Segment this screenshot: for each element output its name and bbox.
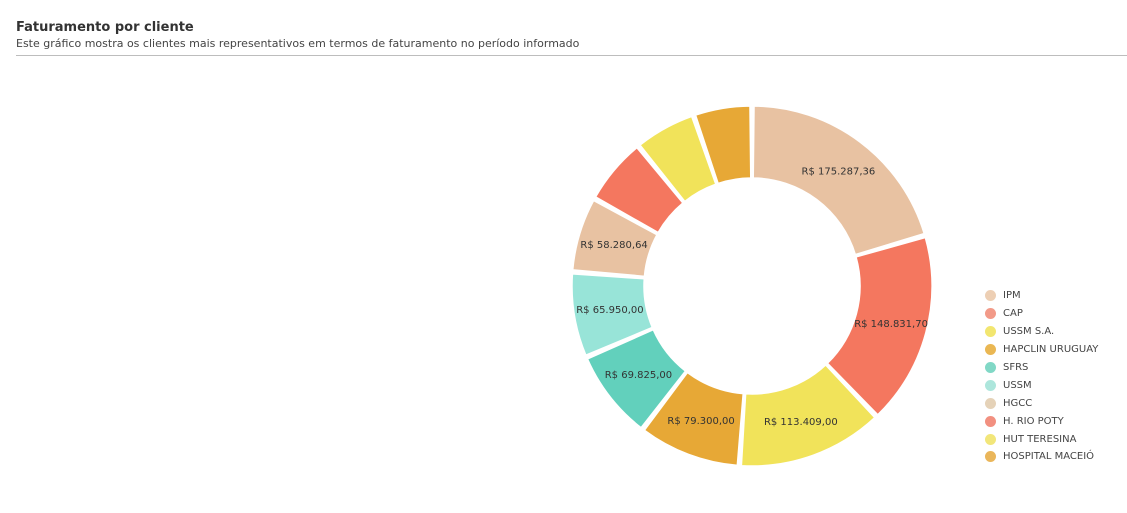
slice-ipm[interactable] (752, 105, 925, 256)
legend-item[interactable]: H. RIO POTY (985, 412, 1098, 430)
legend-color-dot (985, 451, 996, 463)
legend-label: HGCC (1003, 397, 1033, 409)
legend-label: HOSPITAL MACEIÓ (1003, 451, 1095, 463)
legend-color-dot (985, 344, 996, 356)
legend-color-dot (985, 415, 996, 427)
slice-hut-teresina[interactable] (639, 115, 717, 203)
legend-color-dot (985, 308, 996, 320)
header-divider (16, 55, 1127, 56)
legend-label: HUT TERESINA (1003, 433, 1077, 445)
legend-color-dot (985, 397, 996, 409)
slice-ussm-s-a-[interactable] (740, 364, 876, 467)
slice-value-label: R$ 148.831,70 (854, 319, 928, 330)
legend-label: SFRS (1003, 362, 1029, 373)
slice-hgcc[interactable] (571, 199, 658, 278)
slice-value-label: R$ 79.300,00 (667, 416, 734, 427)
legend-color-dot (985, 290, 996, 302)
slice-hapclin-uruguay[interactable] (643, 371, 744, 467)
slice-h-rio-poty[interactable] (594, 146, 684, 234)
slice-value-label: R$ 69.825,00 (605, 370, 672, 381)
slice-cap[interactable] (826, 236, 933, 416)
legend-item[interactable]: HGCC (985, 394, 1098, 412)
legend-item[interactable]: CAP (985, 305, 1098, 323)
chart-subtitle: Este gráfico mostra os clientes mais rep… (16, 37, 580, 50)
chart-header: Faturamento por cliente Este gráfico mos… (16, 20, 1127, 51)
legend-label: H. RIO POTY (1003, 415, 1064, 427)
legend-item[interactable]: USSM (985, 376, 1098, 394)
slice-ussm[interactable] (571, 273, 654, 356)
legend-color-dot (985, 362, 996, 373)
legend-color-dot (985, 379, 996, 391)
slice-hospital-macei-[interactable] (694, 105, 752, 185)
legend-item[interactable]: HAPCLIN URUGUAY (985, 341, 1098, 359)
legend-label: USSM (1003, 379, 1032, 391)
legend-item[interactable]: HUT TERESINA (985, 430, 1098, 448)
legend-item[interactable]: HOSPITAL MACEIÓ (985, 448, 1098, 466)
slice-value-label: R$ 113.409,00 (764, 417, 838, 428)
slice-value-label: R$ 175.287,36 (802, 166, 876, 177)
legend-label: USSM S.A. (1003, 326, 1055, 338)
slice-sfrs[interactable] (586, 328, 687, 429)
legend-color-dot (985, 326, 996, 338)
legend-item[interactable]: USSM S.A. (985, 323, 1098, 341)
slice-value-label: R$ 65.950,00 (576, 305, 643, 316)
chart-legend: IPM CAP USSM S.A. HAPCLIN URUGUAY SFRS USSM HG… (985, 287, 1098, 466)
slice-value-label: R$ 58.280,64 (580, 240, 647, 251)
legend-label: CAP (1003, 308, 1023, 320)
chart-title: Faturamento por cliente (16, 20, 194, 35)
legend-color-dot (985, 433, 996, 445)
legend-item[interactable]: IPM (985, 287, 1098, 305)
legend-label: IPM (1003, 290, 1021, 302)
legend-label: HAPCLIN URUGUAY (1003, 344, 1099, 356)
legend-item[interactable]: SFRS (985, 359, 1098, 377)
